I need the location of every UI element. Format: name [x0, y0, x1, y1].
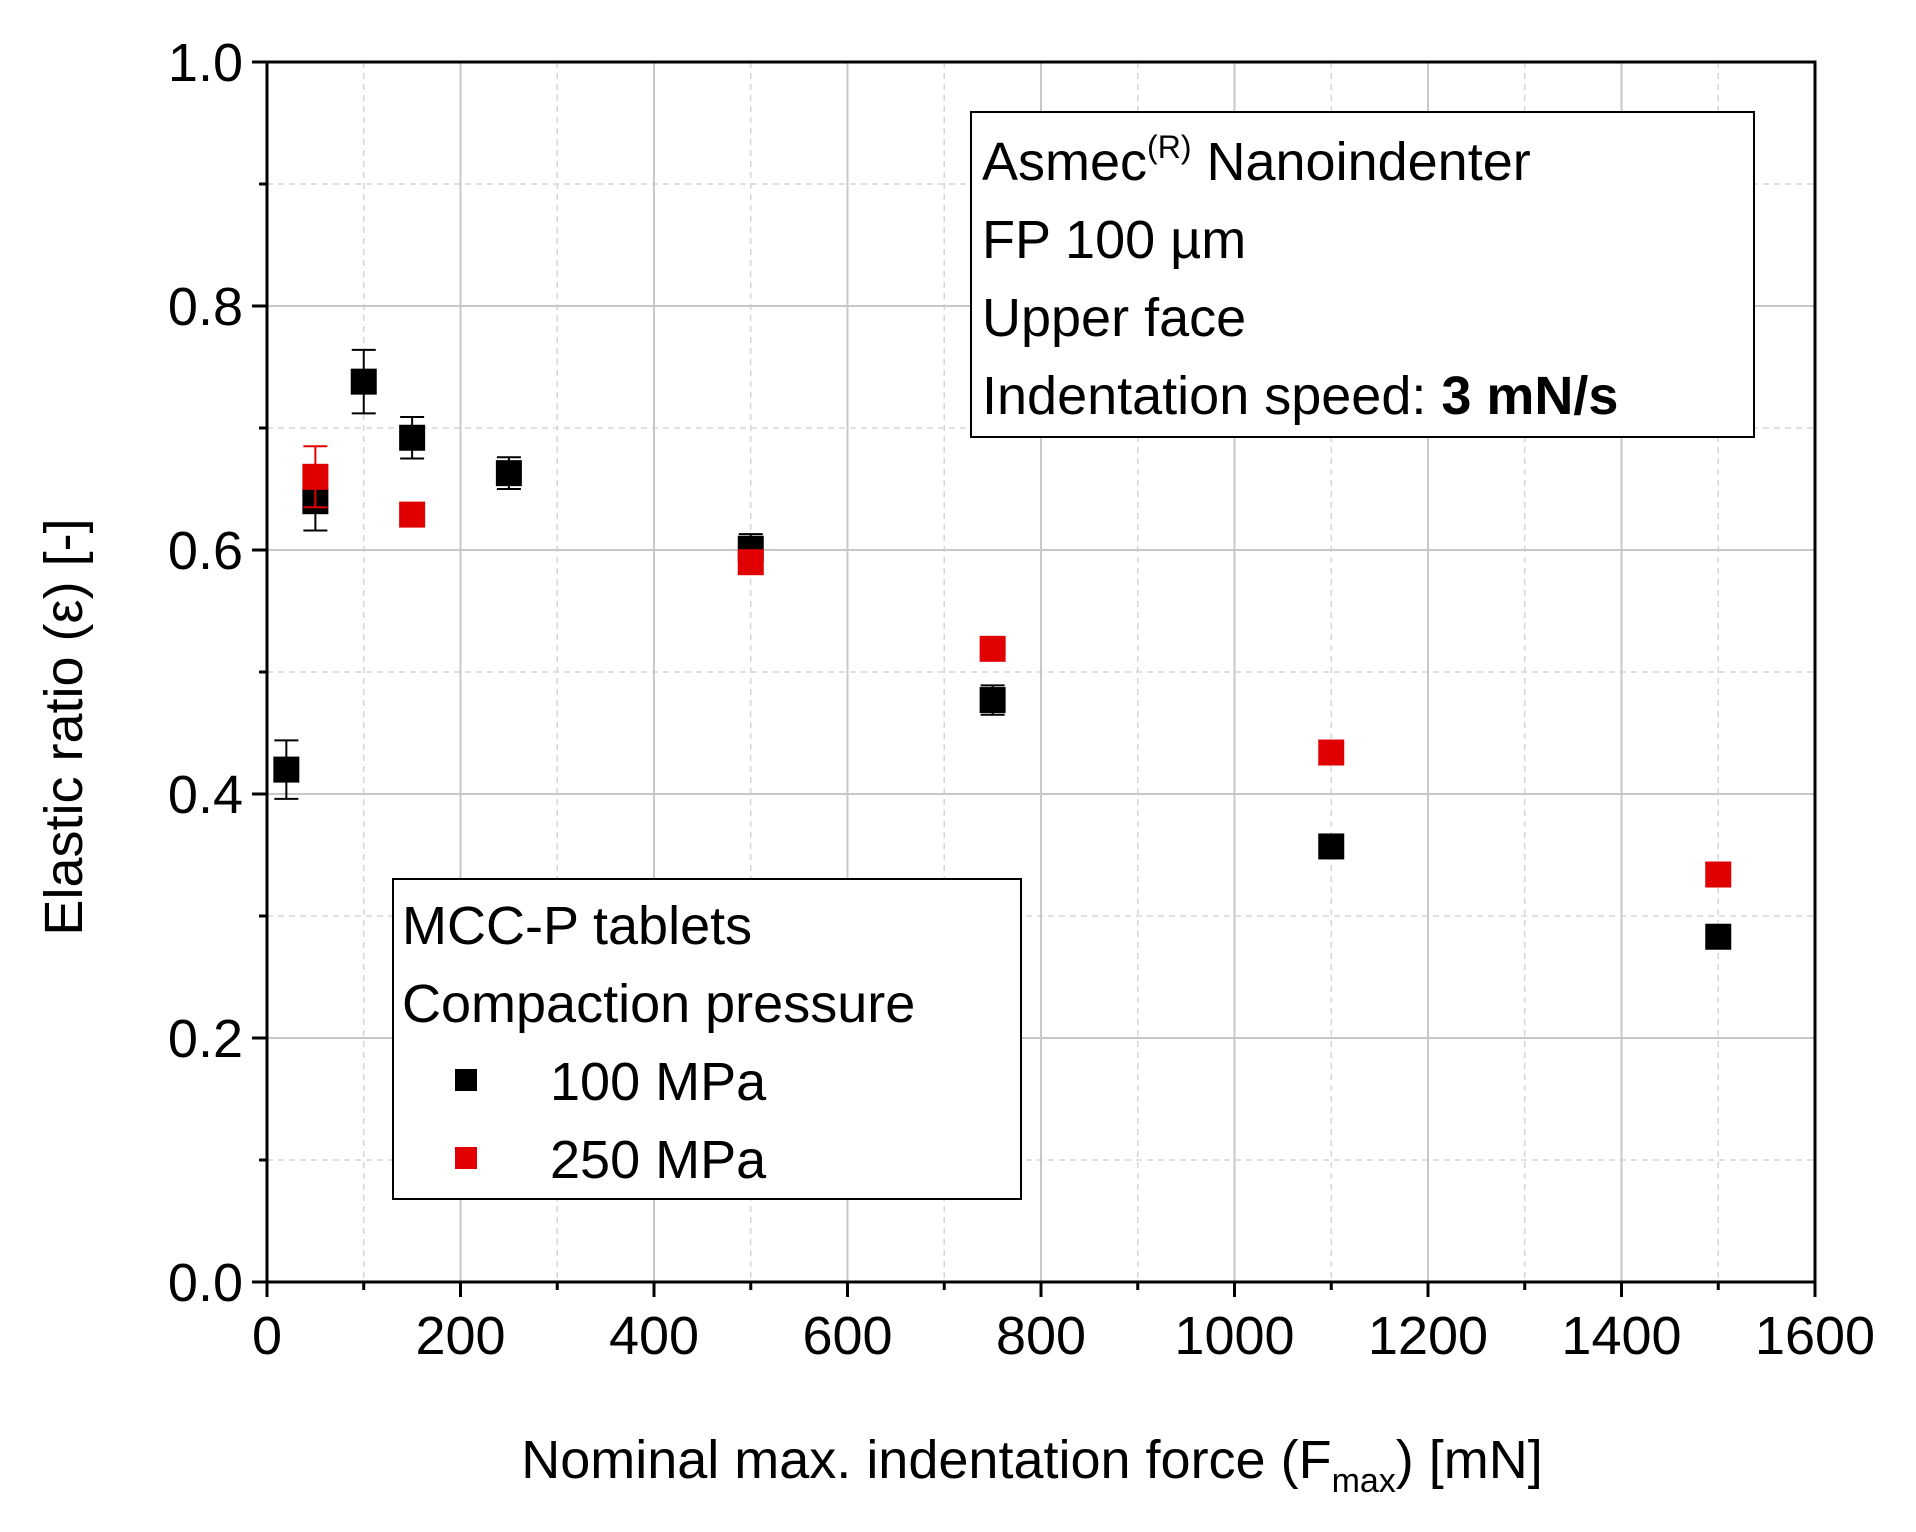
axes: 0 200 400 600 800 1000 1200 1400 1600 0.0 0.2 0.4 0.… [168, 33, 1875, 1366]
x-axis-title-tail: ) [mN] [1396, 1430, 1543, 1490]
x-tick-label: 1600 [1755, 1306, 1875, 1366]
y-tick-label: 0.6 [168, 521, 243, 581]
y-tick-label: 0.0 [168, 1253, 243, 1313]
y-axis-title: Elastic ratio (ε) [-] [34, 518, 94, 935]
info-line-probe: FP 100 µm [982, 210, 1246, 270]
data-point [1318, 739, 1345, 766]
x-tick-label: 800 [996, 1306, 1086, 1366]
info-line-speed: Indentation speed: 3 mN/s [982, 366, 1618, 426]
y-tick-label: 0.4 [168, 765, 243, 825]
info-box: Asmec(R) Nanoindenter FP 100 µm Upper fa… [970, 111, 1755, 438]
info-box-frame [970, 111, 1755, 438]
data-point [737, 549, 764, 576]
series-layer [273, 348, 1732, 950]
x-axis-title-subscript: max [1332, 1462, 1396, 1500]
legend-label-100mpa: 100 MPa [550, 1052, 767, 1112]
x-tick-label: 1400 [1561, 1306, 1681, 1366]
x-tick-label: 200 [415, 1306, 505, 1366]
x-tick-label: 0 [252, 1306, 282, 1366]
legend: MCC-P tablets Compaction pressure 100 MP… [392, 878, 1022, 1200]
series-100-mpa [273, 348, 1732, 950]
data-point [399, 424, 426, 451]
legend-marker-100mpa [455, 1069, 477, 1091]
info-speed-value: 3 mN/s [1441, 366, 1618, 426]
data-point [302, 463, 329, 490]
legend-label-250mpa: 250 MPa [550, 1130, 767, 1190]
legend-frame [392, 878, 1022, 1200]
info-instrument-tail: Nanoindenter [1191, 132, 1530, 192]
info-instrument-superscript: (R) [1147, 129, 1191, 165]
info-instrument-main: Asmec [982, 132, 1147, 192]
data-point [350, 368, 377, 395]
data-point [979, 635, 1006, 662]
x-axis-title: Nominal max. indentation force (Fmax) [m… [521, 1430, 1543, 1500]
x-axis-title-main: Nominal max. indentation force (F [521, 1430, 1331, 1490]
data-point [979, 687, 1006, 714]
info-line-instrument: Asmec(R) Nanoindenter [982, 129, 1531, 192]
info-speed-label: Indentation speed: [982, 366, 1441, 426]
data-point [273, 756, 300, 783]
legend-marker-250mpa [455, 1147, 477, 1169]
legend-title-1: MCC-P tablets [402, 896, 752, 956]
x-tick-label: 1000 [1174, 1306, 1294, 1366]
series-250-mpa [302, 445, 1732, 888]
y-tick-label: 1.0 [168, 33, 243, 93]
y-tick-label: 0.8 [168, 277, 243, 337]
info-line-face: Upper face [982, 288, 1246, 348]
data-point [1705, 923, 1732, 950]
data-point [399, 501, 426, 528]
y-tick-label: 0.2 [168, 1009, 243, 1069]
x-tick-label: 600 [802, 1306, 892, 1366]
x-tick-label: 400 [609, 1306, 699, 1366]
legend-title-2: Compaction pressure [402, 974, 915, 1034]
data-point [495, 460, 522, 487]
data-point [1318, 833, 1345, 860]
data-point [1705, 861, 1732, 888]
x-tick-label: 1200 [1368, 1306, 1488, 1366]
